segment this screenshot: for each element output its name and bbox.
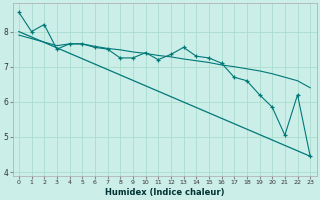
X-axis label: Humidex (Indice chaleur): Humidex (Indice chaleur)	[105, 188, 224, 197]
